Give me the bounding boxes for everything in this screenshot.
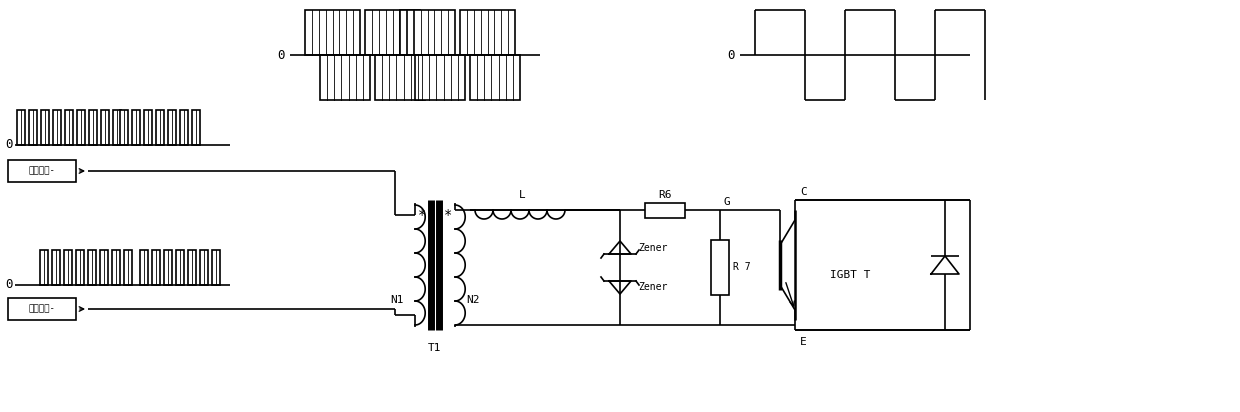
Text: E: E (800, 337, 807, 347)
Text: 0: 0 (5, 138, 12, 152)
Text: 驱动信号-: 驱动信号- (29, 166, 56, 176)
Text: 驱动信号-: 驱动信号- (29, 304, 56, 314)
Bar (365, 10, 420, 55)
Text: G: G (723, 197, 730, 207)
Bar (100, 250, 108, 285)
Bar (374, 55, 425, 100)
Bar (76, 250, 84, 285)
Bar (120, 110, 128, 145)
Bar (164, 250, 172, 285)
Bar (305, 10, 360, 55)
Text: C: C (800, 187, 807, 197)
Bar (124, 250, 131, 285)
Bar (192, 110, 200, 145)
Bar (64, 110, 73, 145)
Bar (17, 110, 25, 145)
Text: T1: T1 (428, 343, 441, 353)
Bar (77, 110, 86, 145)
Text: R6: R6 (658, 190, 672, 199)
Bar (7, 298, 76, 320)
Text: Zener: Zener (639, 283, 667, 293)
Text: N2: N2 (466, 295, 480, 305)
Bar (200, 250, 208, 285)
Text: 0: 0 (278, 49, 285, 61)
Bar (64, 250, 72, 285)
Bar (144, 110, 153, 145)
Bar (53, 110, 61, 145)
Bar (212, 250, 219, 285)
Bar (88, 250, 95, 285)
Bar (711, 240, 729, 295)
Text: Zener: Zener (639, 243, 667, 253)
Bar (460, 10, 515, 55)
Text: IGBT T: IGBT T (830, 270, 870, 280)
Bar (320, 55, 370, 100)
Bar (29, 110, 37, 145)
Bar (131, 110, 140, 145)
Bar (40, 250, 48, 285)
Bar (176, 250, 184, 285)
Bar (167, 110, 176, 145)
Bar (470, 55, 520, 100)
Bar (415, 55, 465, 100)
Text: L: L (518, 190, 526, 200)
Bar (153, 250, 160, 285)
Bar (112, 250, 120, 285)
Text: 0: 0 (5, 279, 12, 292)
Bar (645, 203, 684, 218)
Text: *: * (418, 208, 427, 222)
Text: N1: N1 (391, 295, 404, 305)
Text: 0: 0 (728, 49, 735, 61)
Bar (89, 110, 97, 145)
Bar (7, 160, 76, 182)
Bar (113, 110, 122, 145)
Bar (52, 250, 60, 285)
Text: *: * (444, 208, 453, 222)
Bar (156, 110, 164, 145)
Bar (100, 110, 109, 145)
Text: R 7: R 7 (733, 262, 750, 272)
Bar (140, 250, 148, 285)
Bar (188, 250, 196, 285)
Bar (401, 10, 455, 55)
Bar (41, 110, 50, 145)
Bar (180, 110, 188, 145)
